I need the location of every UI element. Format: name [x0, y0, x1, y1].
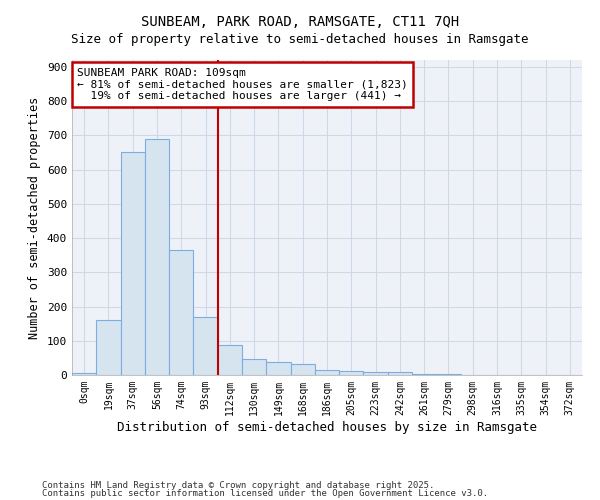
- Bar: [388, 372, 412, 375]
- Bar: [96, 320, 121, 375]
- Bar: [72, 373, 96, 375]
- Bar: [145, 138, 169, 375]
- Text: SUNBEAM PARK ROAD: 109sqm
← 81% of semi-detached houses are smaller (1,823)
  19: SUNBEAM PARK ROAD: 109sqm ← 81% of semi-…: [77, 68, 408, 101]
- Y-axis label: Number of semi-detached properties: Number of semi-detached properties: [28, 96, 41, 338]
- Bar: [436, 374, 461, 375]
- Bar: [218, 345, 242, 375]
- Bar: [266, 362, 290, 375]
- Bar: [412, 374, 436, 375]
- Text: SUNBEAM, PARK ROAD, RAMSGATE, CT11 7QH: SUNBEAM, PARK ROAD, RAMSGATE, CT11 7QH: [141, 15, 459, 29]
- Text: Contains HM Land Registry data © Crown copyright and database right 2025.: Contains HM Land Registry data © Crown c…: [42, 481, 434, 490]
- Bar: [339, 371, 364, 375]
- Bar: [193, 317, 218, 375]
- Bar: [169, 250, 193, 375]
- Bar: [364, 372, 388, 375]
- Text: Size of property relative to semi-detached houses in Ramsgate: Size of property relative to semi-detach…: [71, 32, 529, 46]
- Bar: [290, 364, 315, 375]
- Bar: [242, 359, 266, 375]
- Text: Contains public sector information licensed under the Open Government Licence v3: Contains public sector information licen…: [42, 488, 488, 498]
- X-axis label: Distribution of semi-detached houses by size in Ramsgate: Distribution of semi-detached houses by …: [117, 420, 537, 434]
- Bar: [121, 152, 145, 375]
- Bar: [315, 370, 339, 375]
